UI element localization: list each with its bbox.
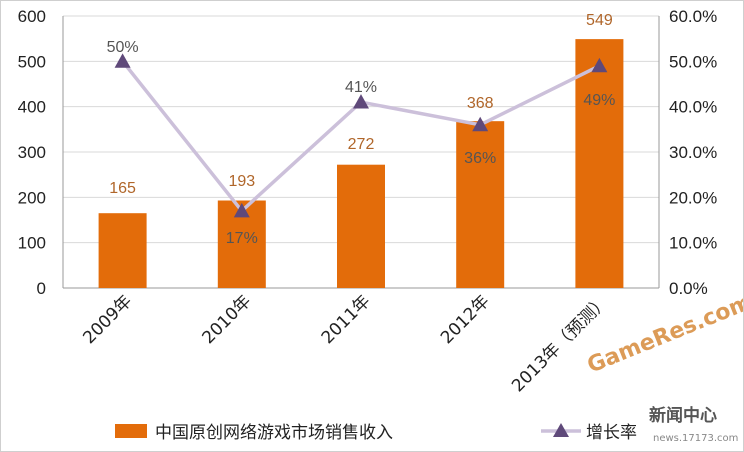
line-marker: [353, 94, 369, 109]
y-right-tick-label: 20.0%: [669, 188, 717, 207]
bar: [456, 121, 505, 288]
bar-data-label: 193: [228, 173, 255, 190]
bar-data-label: 165: [109, 180, 136, 197]
bar-data-label: 549: [586, 12, 613, 29]
line-marker: [233, 202, 250, 218]
y-left-tick-label: 300: [18, 143, 46, 162]
y-right-tick-label: 50.0%: [669, 52, 717, 71]
y-left-tick-label: 0: [37, 279, 46, 298]
watermark-subtitle: 新闻中心: [649, 405, 717, 426]
watermark-url: news.17173.com: [653, 433, 738, 444]
legend-swatch-bar: [115, 424, 147, 438]
bar: [575, 39, 624, 289]
line-data-label: 17%: [226, 230, 258, 247]
line-marker: [114, 53, 131, 68]
bar-data-label: 368: [467, 95, 494, 112]
y-left-tick-label: 100: [18, 234, 46, 253]
line-data-label: 41%: [345, 79, 377, 96]
bar: [337, 164, 385, 288]
y-left-tick-label: 600: [18, 7, 46, 26]
y-right-tick-label: 60.0%: [669, 7, 717, 26]
line-data-label: 50%: [107, 39, 139, 56]
legend-label-growth: 增长率: [586, 423, 637, 443]
x-category-label: 2012年: [437, 291, 494, 348]
y-left-tick-label: 200: [18, 188, 46, 207]
line-marker: [472, 116, 489, 132]
y-right-tick-label: 40.0%: [669, 98, 717, 117]
bar-data-label: 272: [348, 136, 375, 153]
x-category-label: 2011年: [318, 291, 375, 348]
legend-swatch-marker: [553, 423, 569, 437]
bar: [98, 213, 147, 288]
line-data-label: 36%: [464, 150, 496, 167]
y-right-tick-label: 30.0%: [669, 143, 717, 162]
y-left-tick-label: 400: [18, 98, 46, 117]
x-category-label: 2013年（预测）: [508, 291, 613, 396]
line-marker: [591, 57, 608, 73]
y-right-tick-label: 10.0%: [669, 234, 717, 253]
legend-label-revenue: 中国原创网络游戏市场销售收入: [155, 423, 393, 443]
x-category-label: 2010年: [199, 291, 256, 348]
line-data-label: 49%: [583, 92, 615, 109]
y-left-tick-label: 500: [18, 52, 46, 71]
x-category-label: 2009年: [79, 291, 136, 348]
y-right-tick-label: 0.0%: [669, 279, 708, 298]
